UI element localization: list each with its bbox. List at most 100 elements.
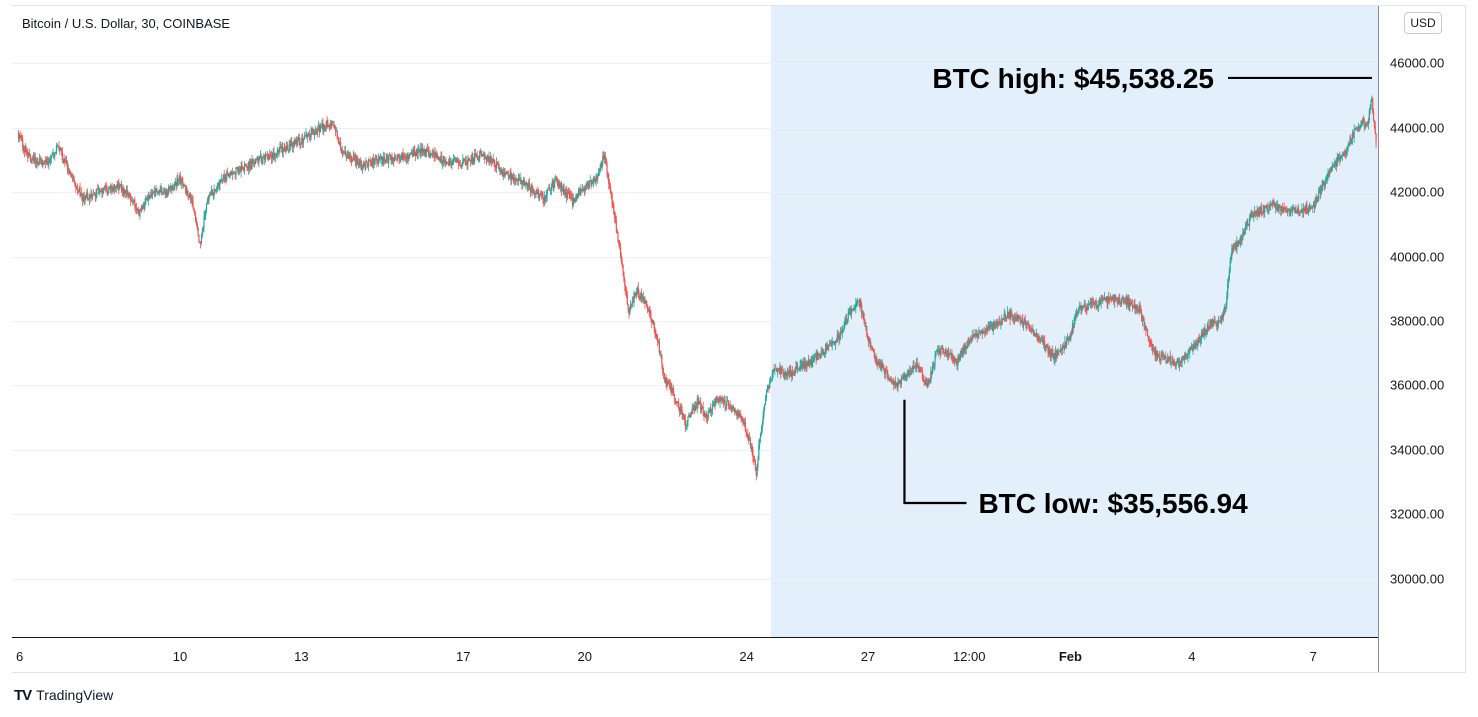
candle bbox=[757, 455, 759, 471]
candle bbox=[888, 374, 890, 381]
candle bbox=[662, 367, 665, 379]
symbol-title: Bitcoin / U.S. Dollar, 30, COINBASE bbox=[22, 16, 230, 31]
candle bbox=[1265, 204, 1268, 209]
candle bbox=[1159, 358, 1161, 366]
candle bbox=[33, 151, 35, 164]
candle bbox=[106, 184, 108, 196]
candle bbox=[1143, 316, 1145, 332]
candle bbox=[821, 347, 823, 355]
candle bbox=[580, 184, 582, 196]
candle bbox=[1125, 293, 1128, 310]
candle bbox=[1350, 134, 1352, 144]
candle bbox=[1054, 352, 1056, 366]
candle bbox=[277, 149, 279, 156]
candle bbox=[1307, 207, 1309, 215]
candle bbox=[642, 291, 644, 304]
candle bbox=[1195, 339, 1197, 350]
candle bbox=[1025, 321, 1027, 331]
candle bbox=[345, 152, 348, 162]
candle bbox=[527, 182, 529, 192]
candle bbox=[1290, 206, 1292, 217]
candle bbox=[1345, 149, 1347, 160]
candle bbox=[36, 156, 38, 169]
candle bbox=[861, 302, 863, 320]
candle bbox=[43, 161, 45, 165]
candle bbox=[442, 155, 445, 168]
candle bbox=[29, 153, 31, 162]
candle bbox=[228, 173, 230, 179]
candle bbox=[490, 155, 493, 167]
candle bbox=[55, 142, 58, 155]
candle bbox=[1308, 205, 1310, 216]
candle bbox=[304, 135, 306, 137]
candle bbox=[1152, 343, 1155, 353]
candle bbox=[804, 357, 806, 370]
candle bbox=[1080, 302, 1082, 315]
candle bbox=[865, 321, 867, 332]
candle bbox=[81, 193, 84, 207]
candle bbox=[1059, 349, 1061, 352]
candle bbox=[521, 180, 523, 190]
candle bbox=[413, 146, 415, 156]
candle bbox=[89, 194, 91, 203]
candle bbox=[1140, 304, 1142, 313]
candle bbox=[660, 350, 662, 359]
candle bbox=[784, 368, 786, 381]
candle bbox=[1370, 99, 1372, 111]
candle bbox=[121, 185, 123, 196]
candle bbox=[1333, 162, 1335, 168]
candle bbox=[168, 186, 171, 192]
candle bbox=[612, 199, 614, 209]
candle bbox=[1244, 222, 1246, 235]
candle bbox=[963, 342, 966, 355]
candle bbox=[714, 397, 716, 410]
price-tick-label: 34000.00 bbox=[1390, 443, 1444, 458]
candle bbox=[717, 397, 719, 405]
candle bbox=[737, 409, 740, 419]
candle bbox=[393, 156, 395, 167]
candle bbox=[232, 167, 234, 181]
candle bbox=[1183, 355, 1185, 362]
candle bbox=[608, 179, 611, 190]
candle bbox=[940, 345, 942, 357]
candle bbox=[888, 377, 891, 382]
candle bbox=[315, 127, 317, 136]
candle bbox=[76, 185, 78, 190]
candle bbox=[380, 154, 382, 161]
candle bbox=[872, 346, 874, 351]
candle bbox=[129, 191, 131, 199]
tradingview-logo-icon: TV bbox=[14, 686, 32, 704]
candle bbox=[128, 192, 130, 198]
candle bbox=[1211, 318, 1214, 329]
candle bbox=[603, 152, 606, 164]
candle bbox=[1100, 294, 1102, 309]
candle bbox=[1096, 300, 1098, 309]
candle bbox=[1181, 355, 1183, 368]
candle bbox=[423, 145, 425, 156]
candle bbox=[801, 358, 803, 370]
candle bbox=[35, 158, 37, 169]
candle bbox=[739, 410, 741, 419]
candle bbox=[437, 155, 440, 161]
candle bbox=[92, 194, 94, 200]
candle bbox=[1211, 319, 1213, 328]
tradingview-brand[interactable]: TV TradingView bbox=[14, 686, 113, 704]
candle bbox=[488, 151, 490, 166]
candle bbox=[1173, 360, 1175, 366]
candle bbox=[22, 135, 24, 152]
candle bbox=[190, 194, 192, 204]
candle bbox=[1128, 294, 1130, 311]
currency-button[interactable]: USD bbox=[1404, 12, 1442, 34]
candle bbox=[1110, 296, 1112, 303]
candle bbox=[944, 348, 946, 355]
candle bbox=[468, 156, 470, 162]
candle bbox=[151, 189, 154, 200]
candle bbox=[768, 385, 770, 393]
candle bbox=[1199, 335, 1201, 344]
candle bbox=[312, 126, 314, 135]
candle bbox=[369, 156, 371, 167]
candle bbox=[1214, 316, 1216, 327]
candle bbox=[368, 159, 370, 162]
candle bbox=[1206, 321, 1209, 335]
